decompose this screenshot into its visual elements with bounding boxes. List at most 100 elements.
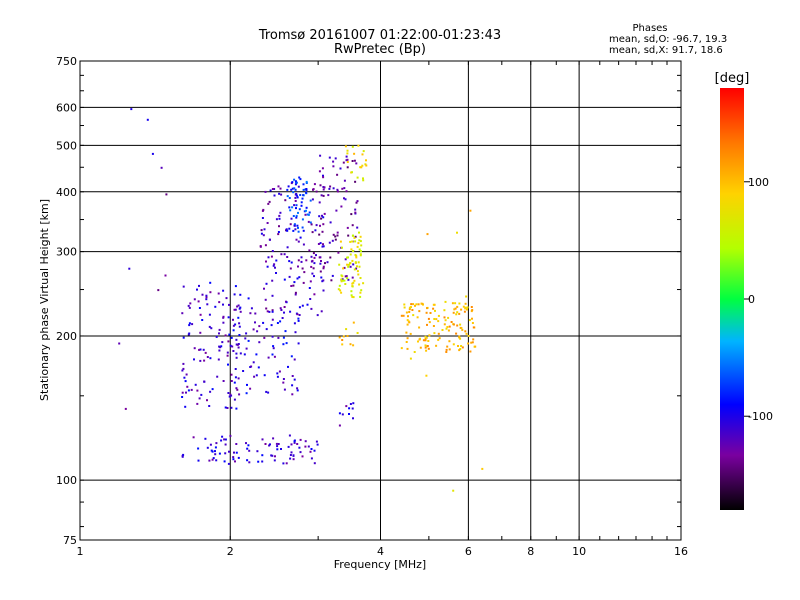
data-point bbox=[234, 323, 237, 326]
data-point bbox=[218, 349, 221, 352]
data-point bbox=[334, 157, 337, 160]
data-point bbox=[208, 405, 211, 407]
data-point bbox=[295, 216, 298, 219]
data-point bbox=[209, 390, 212, 393]
x-tick-label: 16 bbox=[674, 545, 688, 558]
data-point bbox=[188, 306, 191, 309]
data-point bbox=[182, 285, 185, 288]
data-point bbox=[444, 300, 447, 303]
data-point bbox=[299, 438, 302, 441]
data-point bbox=[221, 435, 224, 438]
data-point bbox=[271, 454, 274, 457]
data-point bbox=[310, 307, 313, 310]
data-point bbox=[341, 413, 344, 416]
data-point bbox=[226, 351, 229, 354]
data-point bbox=[286, 246, 289, 249]
data-point bbox=[403, 303, 406, 306]
data-point bbox=[263, 287, 265, 290]
data-point bbox=[236, 305, 239, 308]
data-point bbox=[356, 226, 359, 229]
data-point bbox=[233, 451, 235, 454]
data-point bbox=[323, 212, 326, 215]
data-point bbox=[472, 338, 475, 341]
data-point bbox=[303, 210, 306, 213]
data-point bbox=[237, 346, 240, 349]
data-point bbox=[266, 222, 269, 224]
data-point bbox=[246, 383, 248, 386]
data-point bbox=[293, 322, 296, 325]
data-point bbox=[359, 291, 362, 294]
data-point bbox=[345, 275, 348, 278]
data-point bbox=[443, 316, 446, 319]
data-point bbox=[343, 187, 346, 190]
data-point bbox=[275, 442, 278, 445]
data-point bbox=[365, 164, 368, 167]
data-point bbox=[309, 450, 312, 453]
data-point bbox=[302, 194, 305, 197]
data-point bbox=[295, 204, 298, 207]
data-point bbox=[225, 297, 228, 300]
data-point bbox=[311, 272, 314, 275]
data-point bbox=[313, 462, 316, 465]
data-point bbox=[312, 252, 315, 255]
data-point bbox=[336, 173, 339, 176]
data-point bbox=[277, 443, 280, 445]
data-point bbox=[223, 438, 226, 441]
data-point bbox=[217, 358, 220, 361]
data-point bbox=[469, 209, 472, 212]
data-point bbox=[327, 194, 330, 197]
data-point bbox=[291, 206, 294, 209]
data-point bbox=[227, 363, 229, 366]
data-point bbox=[210, 449, 213, 452]
data-point bbox=[310, 265, 313, 268]
data-point bbox=[265, 282, 268, 285]
data-point bbox=[322, 186, 325, 188]
data-point bbox=[314, 229, 317, 232]
data-point bbox=[297, 211, 299, 214]
data-point bbox=[211, 458, 214, 461]
data-point bbox=[237, 377, 240, 380]
data-point bbox=[342, 267, 345, 270]
data-point bbox=[270, 324, 273, 327]
data-point bbox=[351, 224, 354, 227]
data-point bbox=[481, 467, 484, 470]
data-point bbox=[229, 393, 232, 396]
data-point bbox=[264, 190, 267, 193]
data-point bbox=[346, 166, 349, 169]
data-point bbox=[328, 241, 331, 244]
data-point bbox=[432, 325, 435, 327]
data-point bbox=[350, 290, 353, 293]
data-point bbox=[406, 319, 409, 322]
data-point bbox=[294, 293, 297, 296]
data-point bbox=[426, 233, 429, 236]
data-point bbox=[305, 180, 308, 183]
data-point bbox=[354, 208, 357, 211]
data-point bbox=[322, 223, 325, 226]
data-point bbox=[227, 316, 230, 319]
data-point bbox=[295, 193, 298, 195]
data-point bbox=[357, 242, 360, 245]
data-point bbox=[272, 345, 275, 348]
data-point bbox=[260, 229, 263, 232]
data-point bbox=[329, 256, 332, 259]
data-point bbox=[352, 344, 355, 347]
data-point bbox=[312, 267, 315, 270]
data-point bbox=[427, 317, 430, 320]
x-axis-ticks: 1 2 4 6 8 10 16 bbox=[77, 61, 688, 558]
data-point bbox=[199, 313, 202, 316]
data-point bbox=[353, 236, 356, 239]
data-point bbox=[465, 332, 468, 335]
y-tick-label: 600 bbox=[56, 101, 77, 114]
data-point bbox=[165, 193, 168, 196]
data-point bbox=[288, 434, 291, 437]
data-point bbox=[210, 327, 213, 330]
data-point bbox=[263, 374, 266, 377]
data-point bbox=[290, 285, 293, 287]
data-point bbox=[347, 278, 350, 281]
data-point bbox=[295, 238, 298, 241]
data-point bbox=[226, 354, 229, 357]
data-point bbox=[282, 343, 285, 346]
data-point bbox=[204, 351, 207, 354]
data-point bbox=[264, 298, 267, 301]
data-point bbox=[346, 149, 349, 152]
